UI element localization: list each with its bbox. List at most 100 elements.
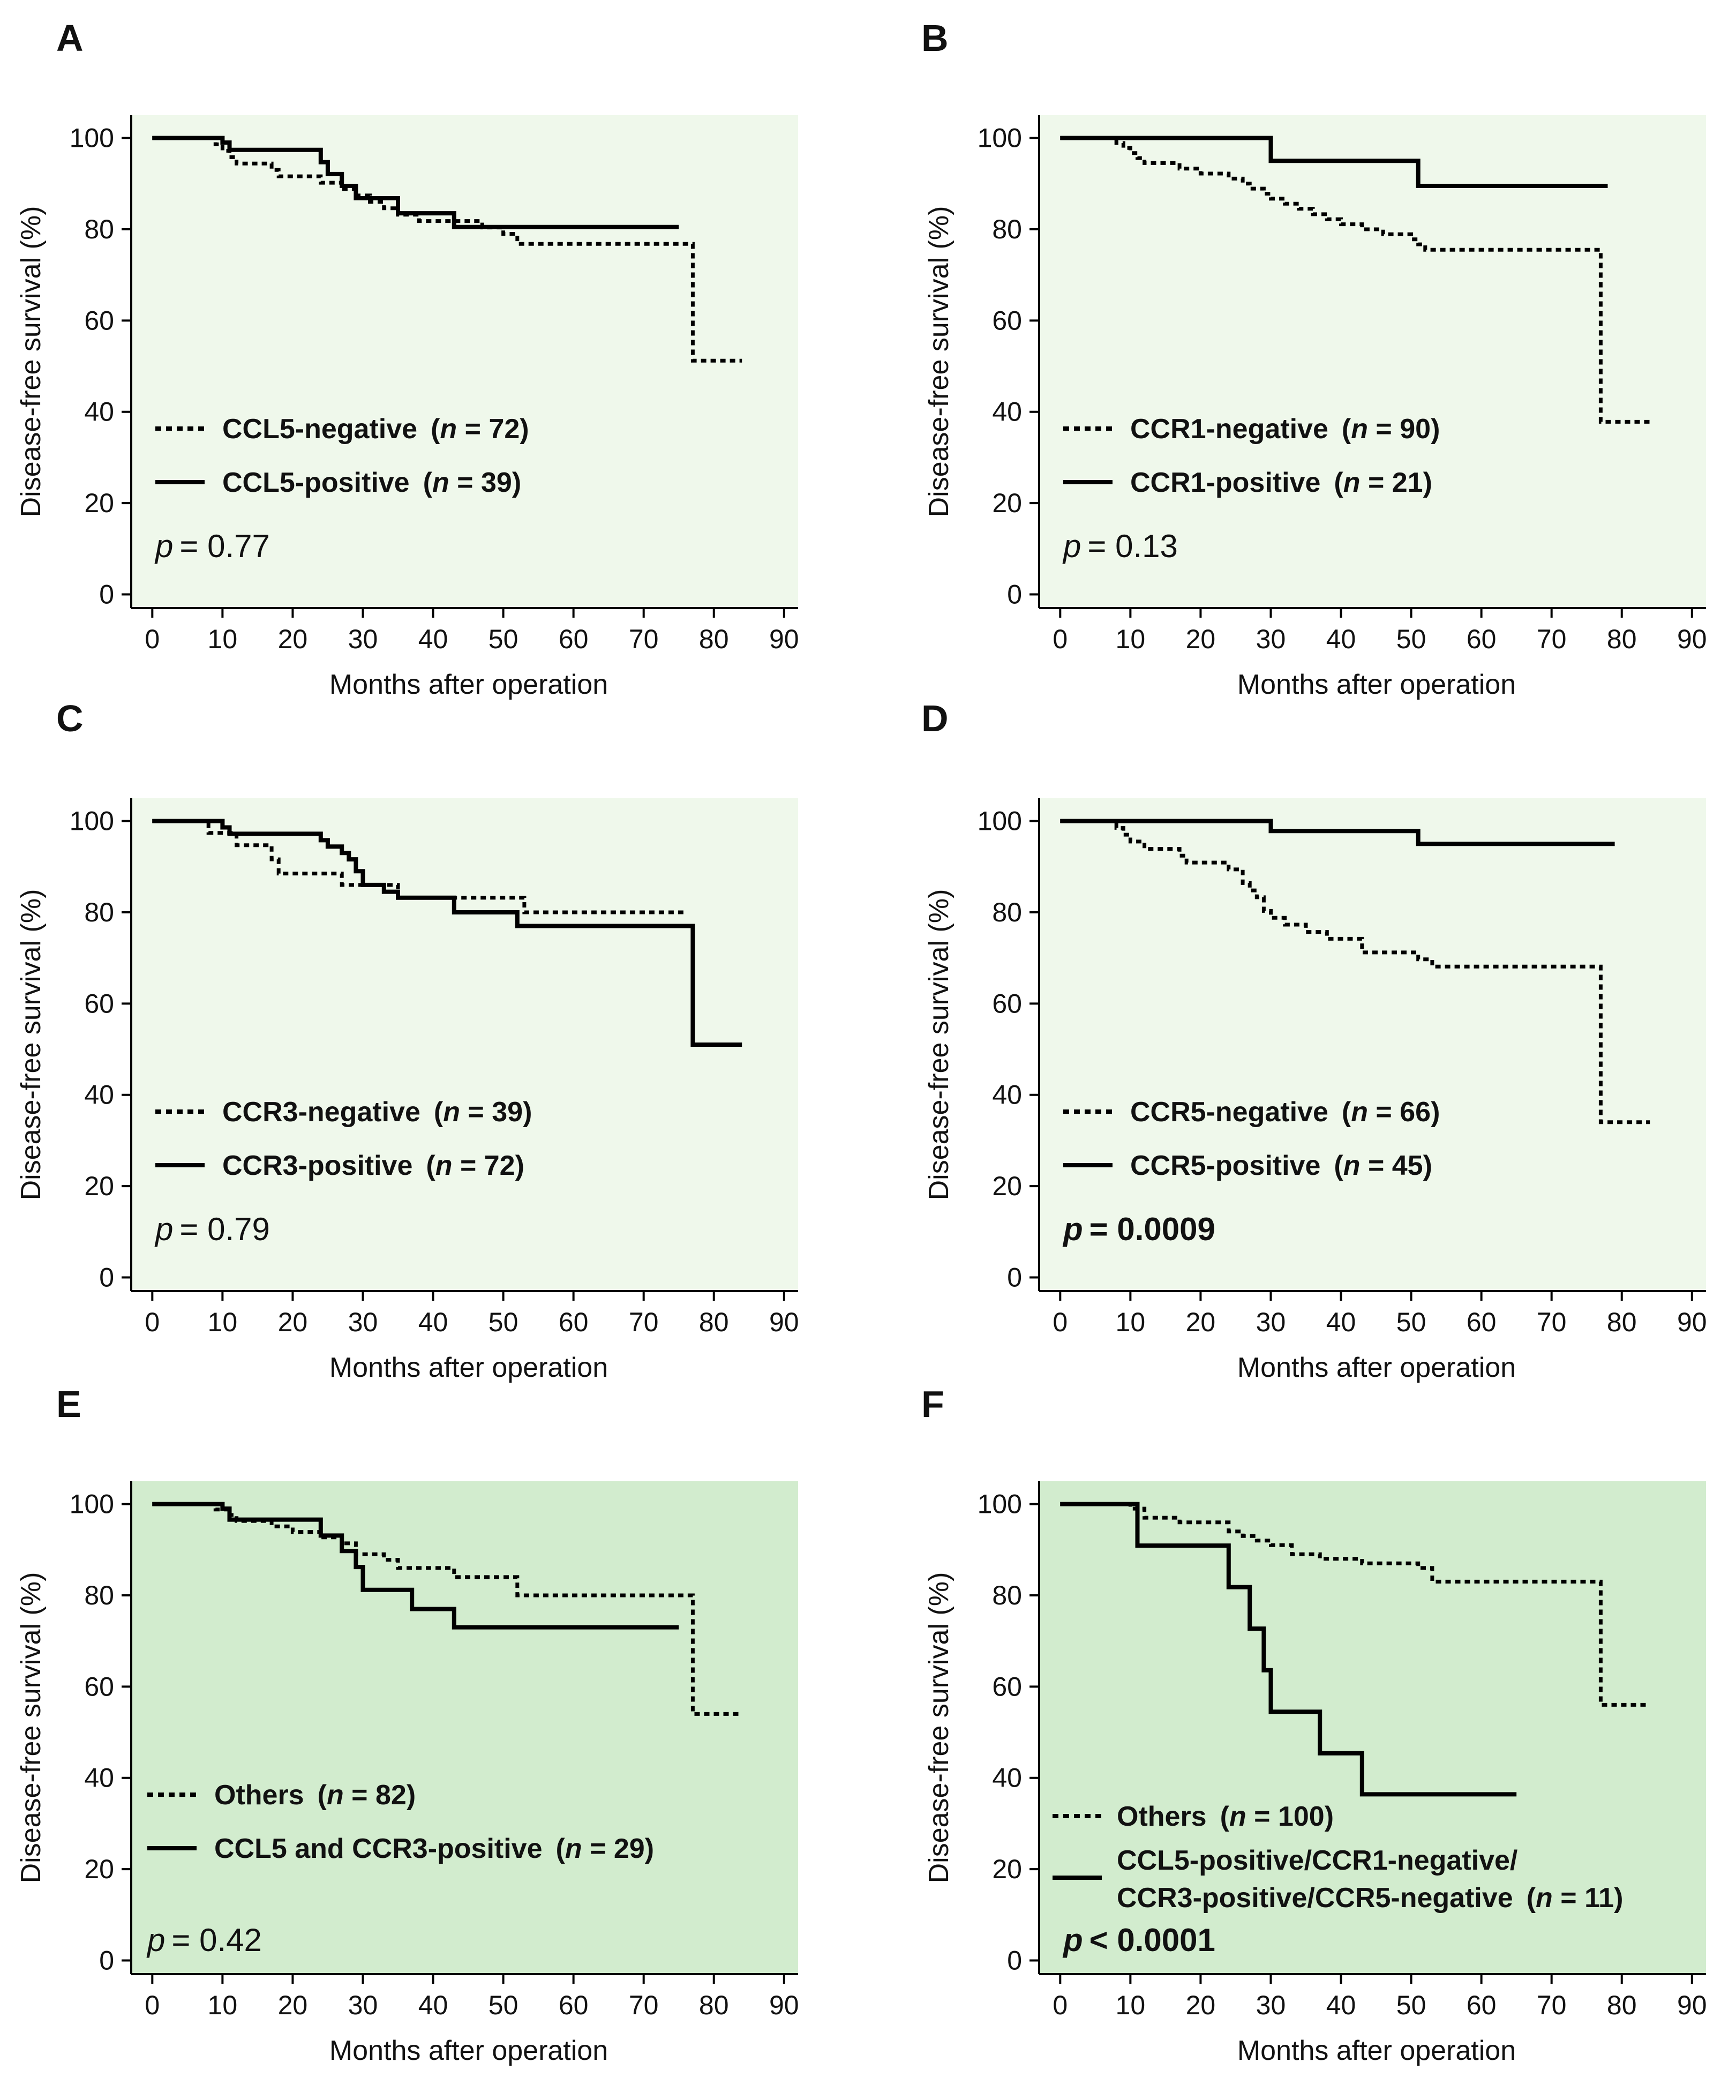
x-tick-label: 60 xyxy=(1467,1307,1497,1337)
x-tick-label: 10 xyxy=(1116,1307,1146,1337)
y-axis-label: Disease-free survival (%) xyxy=(16,1572,47,1884)
x-tick-label: 70 xyxy=(629,1990,659,2020)
y-axis-label: Disease-free survival (%) xyxy=(923,889,955,1201)
x-tick-label: 0 xyxy=(1053,1307,1068,1337)
y-tick-label: 100 xyxy=(978,806,1022,836)
x-tick-label: 40 xyxy=(418,1307,448,1337)
panel-a: A 0 20 40 60 80 100 0 10 20 30 40 50 60 70 80 90 Month… xyxy=(16,17,799,700)
x-tick-label: 40 xyxy=(1326,1990,1356,2020)
legend-label-negative: CCR3-negative (n = 39) xyxy=(222,1097,532,1128)
x-tick-label: 90 xyxy=(769,1990,799,2020)
survival-curves xyxy=(152,136,742,363)
survival-curve-positive xyxy=(152,819,742,1047)
x-tick-label: 0 xyxy=(145,1990,160,2020)
y-tick-label: 40 xyxy=(84,1763,114,1793)
survival-curves xyxy=(1060,1502,1650,1797)
survival-curve-negative xyxy=(1060,819,1650,1124)
x-tick-label: 60 xyxy=(559,1990,589,2020)
legend-label-negative: CCR1-negative (n = 90) xyxy=(1130,414,1440,445)
axes xyxy=(130,798,798,1292)
p-value: p = 0.13 xyxy=(1062,528,1178,564)
x-tick-label: 30 xyxy=(348,1990,378,2020)
y-tick-label: 0 xyxy=(1007,1945,1022,1975)
axes xyxy=(1038,798,1706,1292)
y-tick-label: 100 xyxy=(978,1489,1022,1519)
y-tick-label: 60 xyxy=(992,305,1022,335)
y-tick-label: 0 xyxy=(99,1945,114,1975)
x-tick-label: 50 xyxy=(489,1307,518,1337)
legend-label-positive: CCR5-positive (n = 45) xyxy=(1130,1150,1432,1181)
legend: CCR5-negative (n = 66) CCR5-positive (n = … xyxy=(1063,1097,1440,1181)
y-tick-label: 60 xyxy=(84,305,114,335)
x-axis-ticks: 0 10 20 30 40 50 60 70 80 90 xyxy=(1053,1974,1707,2020)
x-tick-label: 30 xyxy=(348,624,378,654)
legend-label-positive-line2: CCR3-positive/CCR5-negative (n = 11) xyxy=(1117,1882,1623,1914)
x-tick-label: 90 xyxy=(769,624,799,654)
legend-label-positive: CCL5-positive (n = 39) xyxy=(222,467,521,498)
x-tick-label: 80 xyxy=(1607,1307,1637,1337)
legend-label-negative: CCR5-negative (n = 66) xyxy=(1130,1097,1440,1128)
y-tick-label: 0 xyxy=(99,1262,114,1292)
y-tick-label: 0 xyxy=(99,579,114,609)
y-tick-label: 20 xyxy=(992,1171,1022,1201)
plot-area xyxy=(131,115,798,608)
x-tick-label: 20 xyxy=(278,624,308,654)
x-tick-label: 10 xyxy=(208,1990,238,2020)
panel-letter: A xyxy=(56,17,84,59)
x-tick-label: 30 xyxy=(1256,1990,1286,2020)
legend: Others (n = 100) CCL5-positive/CCR1-negat… xyxy=(1053,1801,1623,1914)
survival-curves xyxy=(1060,819,1650,1124)
panel-letter: B xyxy=(921,17,949,59)
panel-b: B 0 20 40 60 80 100 0 10 20 30 40 50 60 70 80 90 Month… xyxy=(921,17,1707,700)
survival-curve-positive xyxy=(152,136,679,229)
x-tick-label: 20 xyxy=(278,1307,308,1337)
y-tick-label: 40 xyxy=(992,1080,1022,1110)
y-axis-ticks: 0 20 40 60 80 100 xyxy=(70,806,131,1292)
x-tick-label: 40 xyxy=(1326,624,1356,654)
panel-d: D 0 20 40 60 80 100 0 10 20 30 40 50 60 70 80 90 Month… xyxy=(921,698,1707,1383)
y-tick-label: 80 xyxy=(992,897,1022,927)
y-tick-label: 0 xyxy=(1007,579,1022,609)
x-tick-label: 10 xyxy=(208,1307,238,1337)
x-tick-label: 70 xyxy=(1537,624,1567,654)
y-tick-label: 100 xyxy=(978,123,1022,153)
x-tick-label: 20 xyxy=(278,1990,308,2020)
y-tick-label: 100 xyxy=(70,123,114,153)
x-tick-label: 10 xyxy=(1116,624,1146,654)
x-tick-label: 90 xyxy=(1677,1307,1707,1337)
legend-label-positive: CCL5 and CCR3-positive (n = 29) xyxy=(214,1833,654,1864)
axes xyxy=(1038,115,1706,609)
x-tick-label: 70 xyxy=(1537,1307,1567,1337)
survival-curves xyxy=(152,1502,742,1716)
x-tick-label: 60 xyxy=(559,1307,589,1337)
plot-area xyxy=(131,1481,798,1974)
y-tick-label: 80 xyxy=(992,1580,1022,1610)
x-tick-label: 10 xyxy=(208,624,238,654)
y-tick-label: 40 xyxy=(84,397,114,427)
x-tick-label: 50 xyxy=(489,1990,518,2020)
x-tick-label: 40 xyxy=(418,1990,448,2020)
y-tick-label: 20 xyxy=(84,1854,114,1884)
x-tick-label: 60 xyxy=(1467,1990,1497,2020)
y-axis-label: Disease-free survival (%) xyxy=(923,206,955,518)
panel-letter: E xyxy=(56,1383,81,1425)
legend-label-negative: Others (n = 82) xyxy=(214,1780,416,1811)
legend-label-positive: CCR1-positive (n = 21) xyxy=(1130,467,1432,498)
y-tick-label: 20 xyxy=(84,1171,114,1201)
y-axis-ticks: 0 20 40 60 80 100 xyxy=(978,123,1039,609)
survival-curve-positive xyxy=(1060,136,1608,188)
x-tick-label: 40 xyxy=(1326,1307,1356,1337)
x-tick-label: 30 xyxy=(1256,1307,1286,1337)
x-axis-label: Months after operation xyxy=(1237,669,1516,700)
survival-curve-positive xyxy=(152,1502,679,1630)
survival-curve-negative xyxy=(152,819,686,914)
x-axis-label: Months after operation xyxy=(1237,1352,1516,1383)
plot-area xyxy=(1039,798,1706,1291)
y-tick-label: 40 xyxy=(992,1763,1022,1793)
panel-e: E 0 20 40 60 80 100 0 10 20 30 40 50 60 70 80 90 Month… xyxy=(16,1383,799,2066)
panel-f: F 0 20 40 60 80 100 0 10 20 30 40 50 60 70 80 90 Month… xyxy=(921,1383,1707,2066)
x-tick-label: 90 xyxy=(769,1307,799,1337)
p-value: p < 0.0001 xyxy=(1062,1922,1215,1958)
x-tick-label: 80 xyxy=(1607,1990,1637,2020)
x-tick-label: 10 xyxy=(1116,1990,1146,2020)
